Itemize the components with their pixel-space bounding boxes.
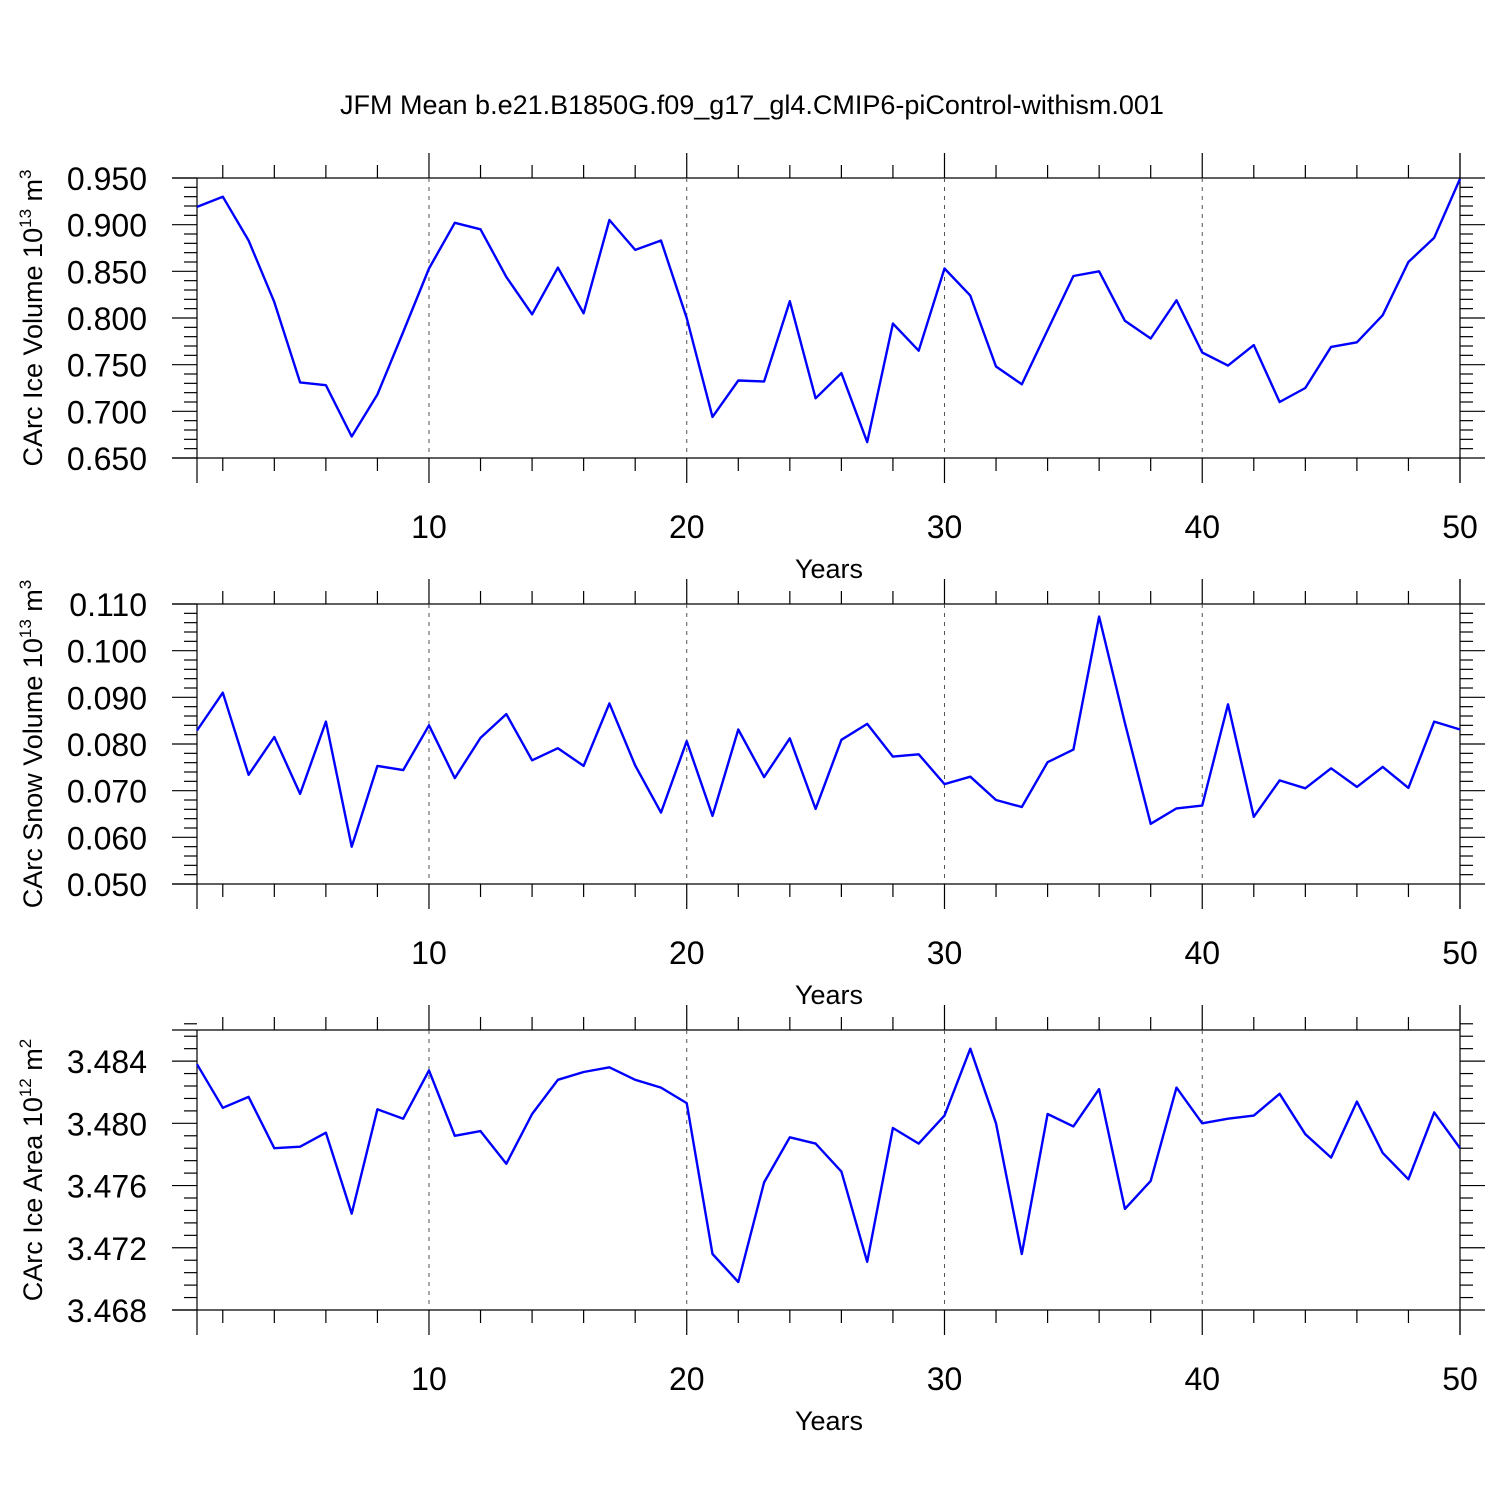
- y-tick-label: 0.110: [69, 587, 147, 623]
- y-tick-label: 3.468: [67, 1293, 147, 1329]
- y-tick-label: 3.484: [67, 1044, 147, 1080]
- y-tick-label: 0.850: [67, 254, 147, 290]
- y-axis-label-main: CArc Ice Volume 10: [18, 228, 48, 467]
- y-tick-label: 0.750: [67, 348, 147, 384]
- y-axis-label-exp: 12: [16, 1078, 35, 1097]
- y-tick-label: 0.950: [67, 161, 147, 197]
- y-axis-label-unit-exp: 3: [16, 169, 35, 178]
- panel-ice-area: CArc Ice Area 1012 m2 Years 10 20 30 40 50 3.…: [16, 1005, 1485, 1436]
- y-tick-label: 0.080: [67, 727, 147, 763]
- y-axis-label-unit-exp: 2: [16, 1039, 35, 1048]
- x-tick-label: 40: [1184, 509, 1220, 545]
- y-axis-label: CArc Ice Volume 1013 m3: [16, 169, 48, 466]
- y-axis-label-exp: 13: [16, 619, 35, 638]
- data-series-line: [196, 178, 1462, 444]
- y-tick-label: 0.100: [67, 634, 147, 670]
- y-axis-label-unit: m: [18, 179, 48, 202]
- figure-title: JFM Mean b.e21.B1850G.f09_g17_gl4.CMIP6-…: [340, 90, 1164, 120]
- x-tick-label: 10: [411, 1361, 447, 1397]
- x-tick-label: 30: [927, 509, 963, 545]
- y-tick-label: 0.700: [67, 394, 147, 430]
- y-axis-label-unit: m: [18, 1048, 48, 1071]
- x-tick-label: 20: [669, 1361, 705, 1397]
- y-axis-label-unit-exp: 3: [16, 580, 35, 589]
- y-axis-label: CArc Ice Area 1012 m2: [16, 1039, 48, 1302]
- y-axis-label-main: CArc Ice Area 10: [18, 1097, 48, 1301]
- y-tick-label: 0.090: [67, 680, 147, 716]
- data-series-line: [195, 1047, 1461, 1284]
- x-axis-label: Years: [795, 1406, 863, 1436]
- y-tick-label: 0.050: [67, 867, 147, 903]
- y-tick-label: 0.070: [67, 774, 147, 810]
- panel-snow-volume: CArc Snow Volume 1013 m3 Years 10 20 30 40 5…: [16, 579, 1485, 1010]
- x-tick-label: 20: [669, 935, 705, 971]
- x-tick-label: 10: [411, 509, 447, 545]
- x-tick-label: 40: [1184, 935, 1220, 971]
- x-tick-label: 40: [1184, 1361, 1220, 1397]
- x-axis-label: Years: [795, 554, 863, 584]
- data-series-line: [196, 615, 1461, 848]
- y-tick-label: 0.900: [67, 208, 147, 244]
- y-tick-label: 3.472: [67, 1231, 147, 1267]
- y-tick-label: 0.800: [67, 301, 147, 337]
- x-tick-label: 50: [1442, 935, 1478, 971]
- panel-ice-volume: CArc Ice Volume 1013 m3 Years 10 20 30 40 50…: [16, 153, 1485, 584]
- y-tick-label: 3.480: [67, 1106, 147, 1142]
- y-axis-label-unit: m: [18, 589, 48, 612]
- y-tick-label: 3.476: [67, 1169, 147, 1205]
- x-tick-label: 30: [927, 935, 963, 971]
- y-tick-label: 0.060: [67, 820, 147, 856]
- y-axis-label: CArc Snow Volume 1013 m3: [16, 580, 48, 909]
- x-tick-label: 10: [411, 935, 447, 971]
- y-axis-label-main: CArc Snow Volume 10: [18, 638, 48, 908]
- y-axis-label-exp: 13: [16, 209, 35, 228]
- x-tick-label: 50: [1442, 509, 1478, 545]
- y-tick-label: 0.650: [67, 441, 147, 477]
- x-axis-label: Years: [795, 980, 863, 1010]
- x-tick-label: 30: [927, 1361, 963, 1397]
- x-tick-label: 50: [1442, 1361, 1478, 1397]
- x-tick-label: 20: [669, 509, 705, 545]
